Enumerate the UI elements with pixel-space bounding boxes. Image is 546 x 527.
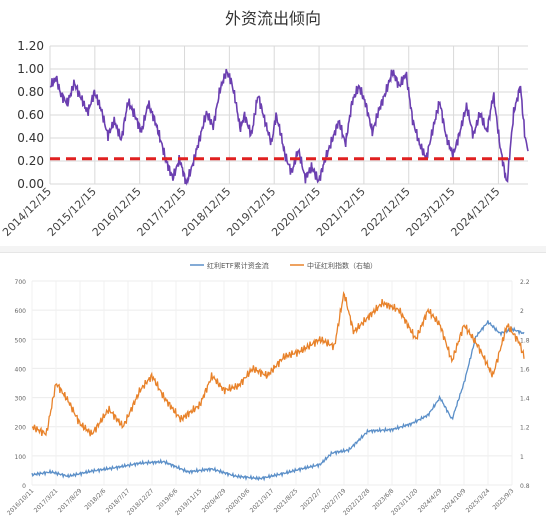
y-left-tick-label: 0 [22,483,26,490]
legend-label-fund-flow: 红利ETF累计资金流 [207,261,269,270]
plot-area [49,68,529,186]
x-tick-label: 2017/8/29 [57,487,84,514]
y-tick-label: 0.60 [17,108,44,122]
y-right-tick-label: 1.6 [520,366,530,373]
panel-divider [0,246,546,252]
x-tick-label: 2025/9/3 [491,487,515,511]
x-axis-ticks: 2014/12/152015/12/152016/12/152017/12/15… [0,185,502,239]
grid [49,45,528,185]
x-tick-label: 2020/4/29 [201,487,228,514]
outflow-tendency-line [49,68,529,186]
legend: 红利ETF累计资金流 中证红利指数（右轴） [190,261,377,270]
y-left-tick-label: 100 [15,454,27,461]
y-left-tick-label: 500 [15,337,27,344]
x-tick-label: 2019/6/6 [155,487,179,511]
fund-flow-line [31,320,525,482]
chart-title: 外资流出倾向 [225,9,321,28]
x-tick-label: 2023/6/8 [371,487,395,511]
y-right-tick-label: 2 [520,308,524,315]
y-left-tick-label: 600 [15,308,27,315]
y-right-tick-label: 1.8 [520,337,530,344]
outflow-tendency-panel: 外资流出倾向 1.20 1.00 0.80 0.60 0.40 0.20 0.00 2014… [0,0,546,246]
plot-area [31,290,525,482]
y-right-tick-label: 1 [520,454,524,461]
y-left-tick-label: 400 [15,366,27,373]
y-left-tick-label: 200 [15,425,27,432]
y-tick-label: 0.40 [17,131,44,145]
y-right-tick-label: 1.2 [520,425,530,432]
outflow-tendency-chart: 外资流出倾向 1.20 1.00 0.80 0.60 0.40 0.20 0.00 2014… [0,9,529,239]
grid [31,280,513,486]
y-left-tick-label: 300 [15,396,27,403]
dividend-index-line [31,290,525,437]
y-axis-left-ticks: 700 600 500 400 300 200 100 0 [15,279,27,490]
y-axis-right-ticks: 2.2 2 1.8 1.6 1.4 1.2 1 0.8 [520,279,530,490]
y-tick-label: 1.00 [17,62,44,76]
x-tick-label: 2022/2/7 [299,487,323,511]
y-tick-label: 1.20 [17,39,44,53]
y-tick-label: 0.80 [17,85,44,99]
x-tick-label: 2017/3/21 [33,487,60,514]
y-axis-ticks: 1.20 1.00 0.80 0.60 0.40 0.20 0.00 [17,39,44,191]
y-right-tick-label: 0.8 [520,483,530,490]
dividend-etf-chart: 红利ETF累计资金流 中证红利指数（右轴） 700 600 500 400 300 200 1… [6,261,530,517]
y-right-tick-label: 2.2 [520,279,530,286]
x-tick-label: 2024/4/29 [417,487,444,514]
x-tick-label: 2018/2/6 [83,487,107,511]
legend-label-dividend-index: 中证红利指数（右轴） [307,261,377,270]
x-tick-label: 2016/10/11 [6,487,36,517]
x-tick-label: 2021/8/25 [273,487,300,514]
y-right-tick-label: 1.4 [520,396,530,403]
dividend-etf-panel: 红利ETF累计资金流 中证红利指数（右轴） 700 600 500 400 300 200 1… [0,252,546,523]
y-tick-label: 0.00 [17,177,44,191]
x-tick-label: 2024/10/9 [441,487,468,514]
x-tick-label: 2021/3/17 [249,487,276,514]
y-tick-label: 0.20 [17,154,44,168]
x-tick-label: 2020/10/6 [225,487,252,514]
x-tick-label: 2025/3/24 [465,487,492,514]
y-left-tick-label: 700 [15,279,27,286]
